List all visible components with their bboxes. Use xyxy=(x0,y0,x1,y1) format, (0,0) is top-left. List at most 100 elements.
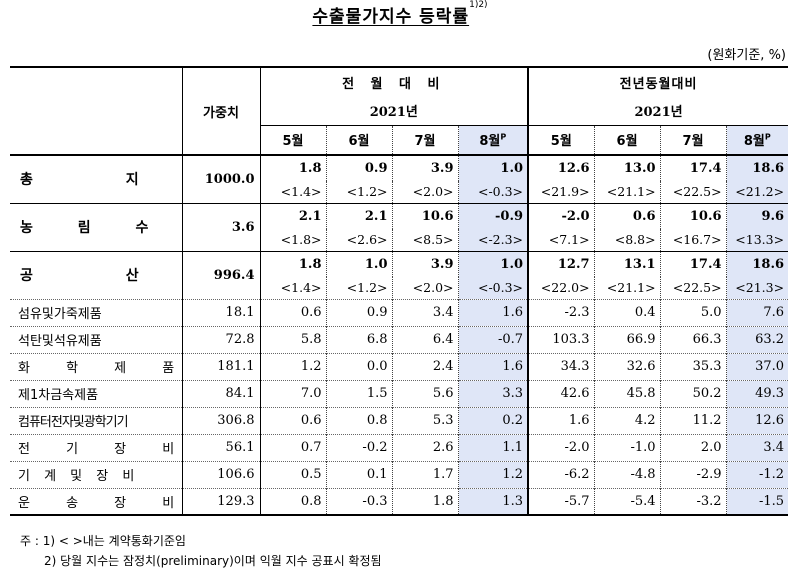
header-weight: 가중치 xyxy=(181,66,260,155)
preliminary-mark: P xyxy=(500,132,507,142)
contract-cell: <2.6> xyxy=(325,229,392,251)
value-cell: 2.0 xyxy=(659,433,727,461)
value-cell: 3.9 xyxy=(430,256,454,272)
row-label: 전 기 장 비 xyxy=(10,433,182,461)
row-agri-contract: <1.8> <2.6> <8.5> <-2.3> <7.1> <8.8> <16… xyxy=(10,229,789,251)
value-cell: 12.6 xyxy=(725,406,789,434)
value-cell: 42.6 xyxy=(527,379,595,407)
contract-cell: <1.4> xyxy=(259,181,326,203)
value-cell: 50.2 xyxy=(659,379,727,407)
footnote-2: 2) 당월 지수는 잠정치(preliminary)이며 익월 지수 공표시 확… xyxy=(44,554,382,568)
sub-row: 컴퓨터전자및광학기기 306.8 0.6 0.8 5.3 0.2 1.6 4.2 11.2 12.… xyxy=(10,406,789,434)
value-cell: 32.6 xyxy=(593,352,661,380)
contract-cell: <7.1> xyxy=(527,229,595,251)
sub-row: 화 학 제 품 181.1 1.2 0.0 2.4 1.6 34.3 32.6 35.3 37.0 xyxy=(10,352,789,380)
value-cell: 4.2 xyxy=(593,406,661,434)
value-cell: 37.0 xyxy=(725,352,789,380)
value-cell: 2.1 xyxy=(298,208,322,224)
value-cell: 1.8 xyxy=(298,161,322,176)
value-cell: 1.1 xyxy=(457,433,529,461)
value-cell: 45.8 xyxy=(593,379,661,407)
title-footnote-marks: 1)2) xyxy=(469,0,488,10)
row-label: 컴퓨터전자및광학기기 xyxy=(10,406,182,434)
row-label: 총 지 수 xyxy=(10,154,182,203)
value-cell: 1.0 xyxy=(364,256,388,272)
contract-cell: <-0.3> xyxy=(457,277,529,299)
header-yoy-month-5: 5월 xyxy=(527,124,595,155)
row-label: 석탄및석유제품 xyxy=(10,325,182,353)
row-industrial-contract: <1.4> <1.2> <2.0> <-0.3> <22.0> <21.1> <… xyxy=(10,277,789,299)
month-8-label: 8월 xyxy=(479,134,501,150)
value-cell: 0.4 xyxy=(593,298,661,326)
value-cell: 34.3 xyxy=(527,352,595,380)
value-cell: -4.8 xyxy=(593,460,661,488)
value-cell: 5.8 xyxy=(259,325,326,353)
value-cell: 1.6 xyxy=(457,298,529,326)
header-mom: 전 월 대 비 xyxy=(259,66,529,97)
row-label: 공 산 품 xyxy=(10,250,182,299)
footnote-1: 주 : 1) < >내는 계약통화기준임 xyxy=(20,534,186,548)
contract-cell: <1.2> xyxy=(325,277,392,299)
row-total: 총 지 수 1000.0 1.8 0.9 3.9 1.0 12.6 13.0 1… xyxy=(10,154,789,203)
value-cell: -2.0 xyxy=(561,208,590,224)
value-cell: 18.6 xyxy=(752,161,785,176)
row-label: 기 계 및 장 비 xyxy=(10,460,182,488)
value-cell: 0.8 xyxy=(259,487,326,516)
contract-cell: <16.7> xyxy=(659,229,727,251)
contract-cell: <21.9> xyxy=(527,181,595,203)
header-yoy-month-8: 8월P xyxy=(725,124,789,155)
value-cell: 1.6 xyxy=(457,352,529,380)
weight-cell: 129.3 xyxy=(181,487,260,516)
contract-cell: <1.2> xyxy=(325,181,392,203)
value-cell: 1.0 xyxy=(500,256,524,272)
value-cell: 10.6 xyxy=(689,208,722,224)
value-cell: 1.2 xyxy=(259,352,326,380)
weight-cell: 1000.0 xyxy=(181,154,260,203)
value-cell: 5.0 xyxy=(659,298,727,326)
value-cell: 0.0 xyxy=(325,352,392,380)
contract-cell: <22.5> xyxy=(659,277,727,299)
value-cell: -1.5 xyxy=(725,487,789,516)
contract-cell: <22.5> xyxy=(659,181,727,203)
value-cell: 0.9 xyxy=(364,161,388,176)
value-cell: 10.6 xyxy=(421,208,454,224)
value-cell: 1.3 xyxy=(457,487,529,516)
weight-cell: 306.8 xyxy=(181,406,260,434)
weight-cell: 106.6 xyxy=(181,460,260,488)
footnotes: 주 : 1) < >내는 계약통화기준임 2) 당월 지수는 잠정치(preli… xyxy=(20,531,382,571)
value-cell: -5.7 xyxy=(527,487,595,516)
header-year-yoy: 2021년 xyxy=(527,97,789,125)
header-month-6: 6월 xyxy=(325,124,392,155)
value-cell: 6.4 xyxy=(391,325,458,353)
value-cell: 6.8 xyxy=(325,325,392,353)
value-cell: 1.8 xyxy=(391,487,458,516)
header-month-8: 8월P xyxy=(457,124,529,155)
value-cell: 0.7 xyxy=(259,433,326,461)
header-yoy: 전년동월대비 xyxy=(527,66,789,97)
value-cell: 3.4 xyxy=(391,298,458,326)
value-cell: -6.2 xyxy=(527,460,595,488)
value-cell: -0.7 xyxy=(457,325,529,353)
value-cell: 7.6 xyxy=(725,298,789,326)
value-cell: 0.2 xyxy=(457,406,529,434)
value-cell: -2.3 xyxy=(527,298,595,326)
row-label: 섬유및가죽제품 xyxy=(10,298,182,326)
sub-row: 섬유및가죽제품 18.1 0.6 0.9 3.4 1.6 -2.3 0.4 5.0 7.6 xyxy=(10,298,789,326)
header-year-mom: 2021년 xyxy=(259,97,529,125)
value-cell: -3.2 xyxy=(659,487,727,516)
unit-label: (원화기준, %) xyxy=(707,48,786,63)
sub-row: 운 송 장 비 129.3 0.8 -0.3 1.8 1.3 -5.7 -5.4 -3.2 -1.… xyxy=(10,487,789,516)
table-title: 수출물가지수 등락률1)2) xyxy=(0,0,800,27)
value-cell: 1.2 xyxy=(457,460,529,488)
value-cell: 1.8 xyxy=(298,256,322,272)
yoy-month-8-label: 8월 xyxy=(743,134,765,150)
header-month-5: 5월 xyxy=(259,124,326,155)
value-cell: 2.1 xyxy=(364,208,388,224)
value-cell: 5.6 xyxy=(391,379,458,407)
value-cell: 0.6 xyxy=(259,298,326,326)
weight-cell: 56.1 xyxy=(181,433,260,461)
row-industrial: 공 산 품 996.4 1.8 1.0 3.9 1.0 12.7 13.1 17… xyxy=(10,250,789,299)
value-cell: 5.3 xyxy=(391,406,458,434)
sub-row: 기 계 및 장 비 106.6 0.5 0.1 1.7 1.2 -6.2 -4.8 -2.9 -1… xyxy=(10,460,789,488)
value-cell: -0.3 xyxy=(325,487,392,516)
